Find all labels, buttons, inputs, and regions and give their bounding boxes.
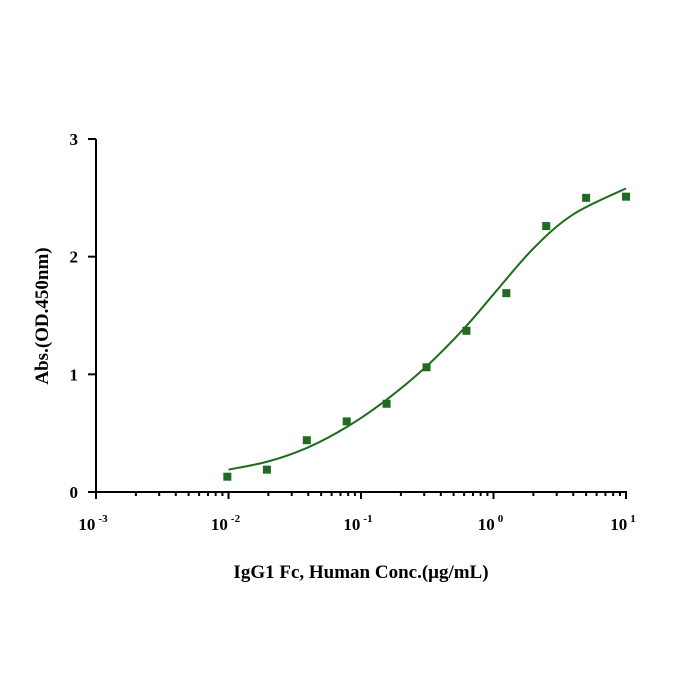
data-points [223,192,630,481]
x-tick-exponent: 1 [630,513,636,525]
x-axis-title: IgG1 Fc, Human Conc.(μg/mL) [233,562,488,583]
fit-curve-line [228,187,627,471]
x-tick-label: 10 1 [610,513,636,534]
data-point [582,193,591,202]
data-point [262,465,271,474]
data-point [382,399,391,408]
data-point [342,417,351,426]
data-point [302,436,311,445]
y-axis-ticks: 0 1 2 3 [70,130,96,502]
x-tick-base: 10 [610,515,627,534]
x-tick-label: 10 -3 [78,513,108,534]
x-tick-base: 10 [78,515,95,534]
x-tick-exponent: -2 [231,513,241,525]
data-point [223,472,232,481]
axes [95,139,627,493]
x-tick-label: 10 -2 [211,513,241,534]
x-tick-label: 10 0 [478,513,504,534]
x-tick-exponent: -1 [363,513,372,525]
data-point [622,192,630,201]
x-tick-exponent: 0 [498,513,504,525]
x-axis-ticks: 10 -3 10 -2 10 -1 10 0 10 1 [78,492,636,534]
data-point [502,289,511,298]
y-tick-label: 2 [70,248,79,267]
y-tick-label: 1 [70,365,79,384]
x-tick-label: 10 -1 [343,513,372,534]
x-tick-base: 10 [343,515,360,534]
x-tick-base: 10 [211,515,228,534]
x-tick-base: 10 [478,515,495,534]
y-axis-title: Abs.(OD.450nm) [32,247,53,384]
y-tick-label: 0 [70,483,79,502]
x-tick-exponent: -3 [98,513,108,525]
data-point [462,326,471,335]
data-point [422,363,431,372]
y-tick-label: 3 [70,130,79,149]
data-point [542,222,551,231]
